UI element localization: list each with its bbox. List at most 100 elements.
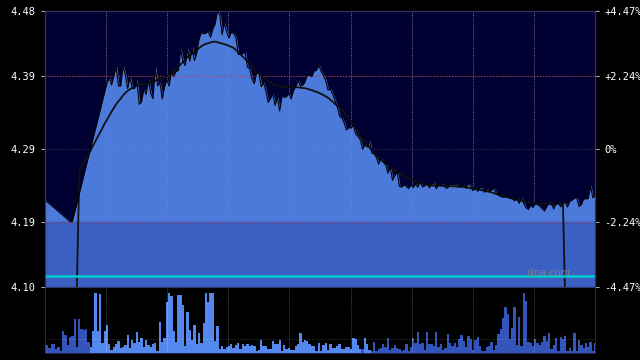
Bar: [532, 346, 534, 353]
Bar: [375, 351, 378, 353]
Bar: [587, 347, 589, 353]
Bar: [205, 293, 207, 353]
Bar: [297, 344, 300, 353]
Bar: [410, 347, 412, 353]
Bar: [398, 349, 401, 353]
Bar: [352, 338, 355, 353]
Bar: [288, 348, 290, 353]
Bar: [269, 349, 271, 353]
Bar: [117, 341, 120, 353]
Bar: [200, 343, 202, 353]
Bar: [237, 343, 239, 353]
Bar: [559, 337, 562, 353]
Bar: [518, 316, 520, 353]
Bar: [248, 346, 251, 353]
Bar: [382, 344, 385, 353]
Bar: [449, 343, 451, 353]
Bar: [306, 341, 308, 353]
Bar: [546, 341, 548, 353]
Bar: [134, 343, 136, 353]
Bar: [170, 296, 173, 353]
Bar: [592, 351, 594, 353]
Bar: [527, 342, 529, 353]
Bar: [242, 344, 244, 353]
Bar: [97, 331, 99, 353]
Bar: [523, 293, 525, 353]
Bar: [346, 347, 348, 353]
Bar: [308, 344, 311, 353]
Bar: [589, 342, 592, 353]
Bar: [143, 347, 145, 353]
Bar: [543, 336, 546, 353]
Bar: [85, 329, 88, 353]
Bar: [490, 342, 493, 353]
Bar: [401, 351, 403, 353]
Bar: [304, 341, 306, 353]
Bar: [235, 345, 237, 353]
Bar: [46, 346, 48, 353]
Bar: [191, 340, 193, 353]
Bar: [417, 332, 419, 353]
Bar: [380, 348, 382, 353]
Bar: [555, 338, 557, 353]
Bar: [62, 330, 65, 353]
Bar: [251, 345, 253, 353]
Bar: [392, 348, 394, 353]
Bar: [214, 341, 216, 353]
Bar: [230, 344, 232, 353]
Bar: [552, 345, 555, 353]
Bar: [255, 351, 258, 353]
Bar: [408, 351, 410, 353]
Bar: [60, 351, 62, 353]
Bar: [189, 330, 191, 353]
Bar: [292, 350, 294, 353]
Bar: [343, 349, 346, 353]
Bar: [159, 322, 161, 353]
Bar: [69, 337, 71, 353]
Bar: [509, 339, 511, 353]
Bar: [202, 323, 205, 353]
Bar: [373, 342, 375, 353]
Bar: [320, 351, 323, 353]
Bar: [359, 350, 362, 353]
Bar: [431, 344, 433, 353]
Bar: [108, 344, 111, 353]
Bar: [447, 334, 449, 353]
Bar: [138, 342, 140, 353]
Bar: [438, 347, 440, 353]
Bar: [573, 333, 575, 353]
Bar: [458, 339, 460, 353]
Bar: [271, 341, 274, 353]
Bar: [198, 333, 200, 353]
Bar: [502, 318, 504, 353]
Bar: [74, 319, 76, 353]
Bar: [136, 332, 138, 353]
Bar: [51, 345, 53, 353]
Bar: [488, 346, 490, 353]
Bar: [403, 350, 405, 353]
Bar: [378, 349, 380, 353]
Bar: [569, 348, 571, 353]
Bar: [207, 302, 209, 353]
Bar: [362, 348, 364, 353]
Bar: [212, 293, 214, 353]
Bar: [186, 312, 189, 353]
Bar: [529, 343, 532, 353]
Bar: [161, 342, 163, 353]
Bar: [44, 343, 46, 353]
Bar: [340, 349, 343, 353]
Bar: [339, 344, 340, 353]
Bar: [94, 293, 97, 353]
Bar: [564, 336, 566, 353]
Bar: [550, 349, 552, 353]
Bar: [364, 338, 366, 353]
Bar: [454, 343, 456, 353]
Bar: [285, 348, 288, 353]
Bar: [371, 351, 373, 353]
Bar: [262, 346, 265, 353]
Bar: [276, 344, 278, 353]
Bar: [336, 346, 339, 353]
Bar: [88, 342, 90, 353]
Bar: [582, 348, 585, 353]
Bar: [493, 350, 495, 353]
